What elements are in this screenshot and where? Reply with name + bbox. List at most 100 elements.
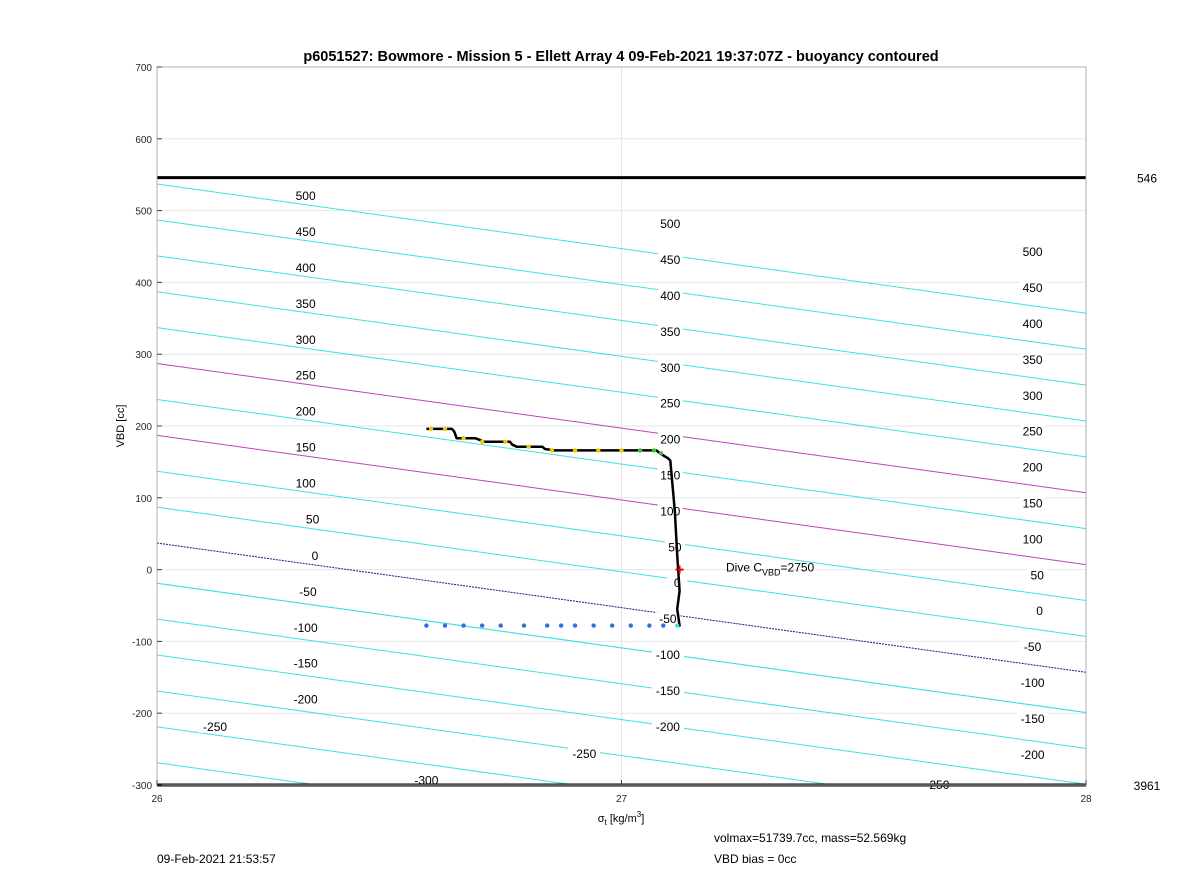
contour-label-bg (199, 719, 232, 733)
y-tick-label: 500 (135, 207, 152, 218)
contour-label: -150 (294, 657, 318, 671)
sample-point (647, 623, 652, 628)
sample-point (658, 451, 664, 456)
contour-label: 50 (1031, 568, 1045, 582)
contour-label: -200 (294, 693, 318, 707)
contour-label: -150 (656, 684, 680, 698)
contour-label-bg (657, 396, 683, 410)
dive-path-line (426, 427, 681, 627)
contour-label: -50 (659, 612, 677, 626)
timestamp-text: 09-Feb-2021 21:53:57 (157, 852, 276, 866)
contour-line (157, 327, 1086, 458)
contour-label: -50 (1024, 640, 1042, 654)
contour-label-bg (293, 440, 319, 454)
sample-point (461, 436, 466, 441)
contour-label-bg (568, 747, 601, 761)
sample-point (572, 448, 578, 453)
contour-line (157, 255, 1086, 386)
contour-label: 100 (296, 476, 316, 490)
sample-markers (424, 426, 684, 628)
contour-label: 250 (296, 369, 316, 383)
y-tick-label: 700 (135, 63, 152, 74)
contour-label-bg (657, 324, 683, 338)
volmax-text: volmax=51739.7cc, mass=52.569kg (714, 831, 907, 845)
contour-label: -200 (656, 720, 680, 734)
sample-point (526, 444, 531, 450)
x-axis-subscript: t (605, 818, 608, 827)
contour-label-bg (657, 432, 683, 446)
sample-point (558, 623, 564, 628)
contour-label: -200 (1021, 748, 1045, 762)
x-axis-symbol: σ (598, 813, 605, 825)
annotation-prefix: Dive C (726, 561, 762, 575)
contour-label: -250 (203, 720, 227, 734)
contour-label: -100 (656, 648, 680, 662)
contour-label: 0 (674, 576, 681, 590)
contour-label-bg (293, 404, 319, 418)
sample-point (637, 448, 643, 453)
contour-label-bg (1020, 496, 1046, 510)
sample-point (442, 623, 448, 628)
contour-label: 200 (296, 405, 316, 419)
sample-point (549, 448, 555, 453)
contour-line-zero (157, 542, 1086, 673)
contour-line-highlight (157, 434, 1086, 566)
contour-label-bg (289, 692, 322, 706)
contour-line (157, 291, 1086, 422)
contour-label: 50 (668, 540, 682, 554)
y-tick-label: 200 (135, 422, 152, 433)
sample-point (479, 439, 485, 444)
contour-label-bg (304, 548, 325, 562)
contour-label: 400 (1023, 317, 1043, 331)
annotation-suffix: =2750 (781, 561, 815, 575)
contour-label: 450 (1023, 281, 1043, 295)
contour-label: -250 (572, 747, 596, 761)
x-tick-label: 26 (151, 794, 163, 805)
contour-line (157, 654, 1086, 785)
contour-line (157, 183, 1086, 314)
y-tick-label: 100 (135, 494, 152, 505)
contour-label-bg (295, 584, 321, 598)
contour-label: 300 (1023, 389, 1043, 403)
contour-label-bg (293, 332, 319, 346)
contour-label: 300 (296, 333, 316, 347)
sample-point (503, 439, 508, 444)
contour-label-bg (293, 225, 319, 239)
contour-label-bg (1016, 711, 1049, 725)
x-axis-unit-pre: [kg/m (607, 813, 637, 825)
contour-label-bg (657, 253, 683, 267)
contour-label-bg (302, 512, 323, 526)
contour-label-bg (651, 648, 684, 662)
contour-line (157, 470, 1086, 601)
contour-label: 100 (1023, 532, 1043, 546)
contour-label: 250 (1023, 425, 1043, 439)
contour-label-bg (1016, 747, 1049, 761)
sample-point (428, 426, 434, 432)
y-axis-label: VBD [cc] (115, 405, 127, 448)
contour-label: 100 (660, 504, 680, 518)
sample-point (479, 623, 485, 628)
dive-cvbd-annotation: Dive CVBD=2750 (726, 561, 815, 578)
contour-label: 500 (1023, 245, 1043, 259)
contour-label-bg (293, 476, 319, 490)
contour-line (157, 582, 1086, 713)
sample-point (498, 623, 503, 628)
chart-title: p6051527: Bowmore - Mission 5 - Ellett A… (303, 49, 938, 65)
sample-point (675, 623, 680, 628)
contour-label-bg (655, 612, 681, 626)
contour-label-bg (1020, 640, 1046, 654)
contour-lines (157, 183, 1086, 785)
contour-label-bg (293, 261, 319, 275)
x-axis-unit-sup: 3 (637, 810, 642, 819)
contour-label-bg (1020, 281, 1046, 295)
contour-label-bg (664, 540, 685, 554)
y-tick-label: -100 (132, 637, 152, 648)
annotation-subscript: VBD (762, 568, 781, 578)
contour-label: 200 (1023, 461, 1043, 475)
sample-point (591, 623, 596, 628)
contour-label-bg (1020, 317, 1046, 331)
grid (156, 66, 1087, 786)
dive-path (426, 427, 681, 627)
contour-label: 200 (660, 433, 680, 447)
